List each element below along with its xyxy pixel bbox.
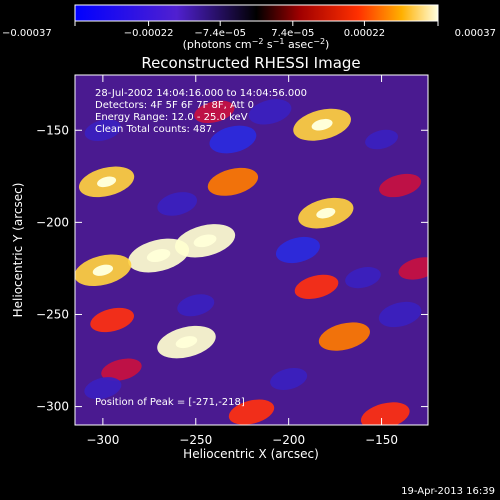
colorbar-tick-label: −7.4e−05 [194, 28, 246, 39]
annotation-line: 28-Jul-2002 14:04:16.000 to 14:04:56.000 [95, 88, 307, 99]
blob-core [175, 336, 198, 349]
positive-blob [398, 257, 428, 280]
peak-label: Position of Peak = [-271,-218] [95, 397, 245, 408]
blob-core [316, 207, 336, 219]
blob-core [97, 176, 117, 188]
x-tick-label: −150 [365, 433, 398, 447]
positive-blob [228, 399, 275, 425]
colorbar-tick-label: 0.00022 [344, 28, 385, 39]
negative-blob [275, 236, 320, 264]
x-tick-label: −300 [86, 433, 119, 447]
positive-blob [360, 402, 410, 425]
plot-frame [74, 74, 429, 426]
positive-blob [379, 173, 422, 198]
negative-blob [365, 129, 398, 150]
x-tick-label: −200 [272, 433, 305, 447]
positive-blob [194, 100, 235, 124]
negative-blob [84, 119, 122, 142]
colorbar-ticks: −0.00037 −0.00022 −7.4e−05 7.4e−05 0.00022 0.… [2, 21, 496, 39]
blob-core [146, 249, 171, 263]
colorbar-tick-label: 7.4e−05 [271, 28, 314, 39]
positive-blob [101, 358, 142, 381]
negative-blob [84, 377, 122, 400]
y-tick-label: −200 [36, 215, 69, 229]
positive-blob [294, 274, 339, 299]
y-tick-label: −250 [36, 307, 69, 321]
colorbar-label: (photons cm−2 s−1 asec−2) [183, 37, 330, 51]
colorbar-tick-label: 0.00037 [455, 28, 496, 39]
chart-title: Reconstructed RHESSI Image [141, 54, 360, 72]
x-tick-label: −250 [179, 433, 212, 447]
negative-blob [157, 192, 198, 216]
y-axis-label: Heliocentric Y (arcsec) [11, 183, 25, 318]
negative-blob [345, 267, 381, 289]
negative-blob [248, 99, 292, 125]
positive-blob [90, 307, 135, 333]
negative-blob [209, 125, 257, 154]
positive-blob [207, 167, 259, 196]
x-axis-label: Heliocentric X (arcsec) [183, 447, 319, 461]
blob-core [193, 234, 217, 248]
negative-blob [177, 294, 215, 317]
heatmap-blobs [75, 99, 428, 425]
annotation-line: Clean Total counts: 487. [95, 124, 215, 135]
negative-blob [270, 367, 308, 390]
colorbar [74, 4, 439, 22]
annotation-line: Detectors: 4F 5F 6F 7F 8F, Att 0 [95, 100, 254, 111]
positive-blob [318, 322, 370, 351]
blob-core [311, 118, 333, 131]
blob-core [92, 264, 114, 276]
colorbar-tick-label: −0.00037 [2, 28, 52, 39]
footer-date: 19-Apr-2013 16:39 [401, 486, 495, 497]
y-tick-label: −300 [36, 400, 69, 414]
negative-blob [378, 301, 422, 328]
y-ticks: −150 −200 −250 −300 [36, 123, 428, 414]
colorbar-tick-label: −0.00022 [124, 28, 174, 39]
y-tick-label: −150 [36, 123, 69, 137]
annotation-line: Energy Range: 12.0 - 25.0 keV [95, 112, 248, 123]
x-ticks: −300 −250 −200 −150 [86, 75, 398, 447]
annotations: 28-Jul-2002 14:04:16.000 to 14:04:56.000… [95, 88, 307, 135]
